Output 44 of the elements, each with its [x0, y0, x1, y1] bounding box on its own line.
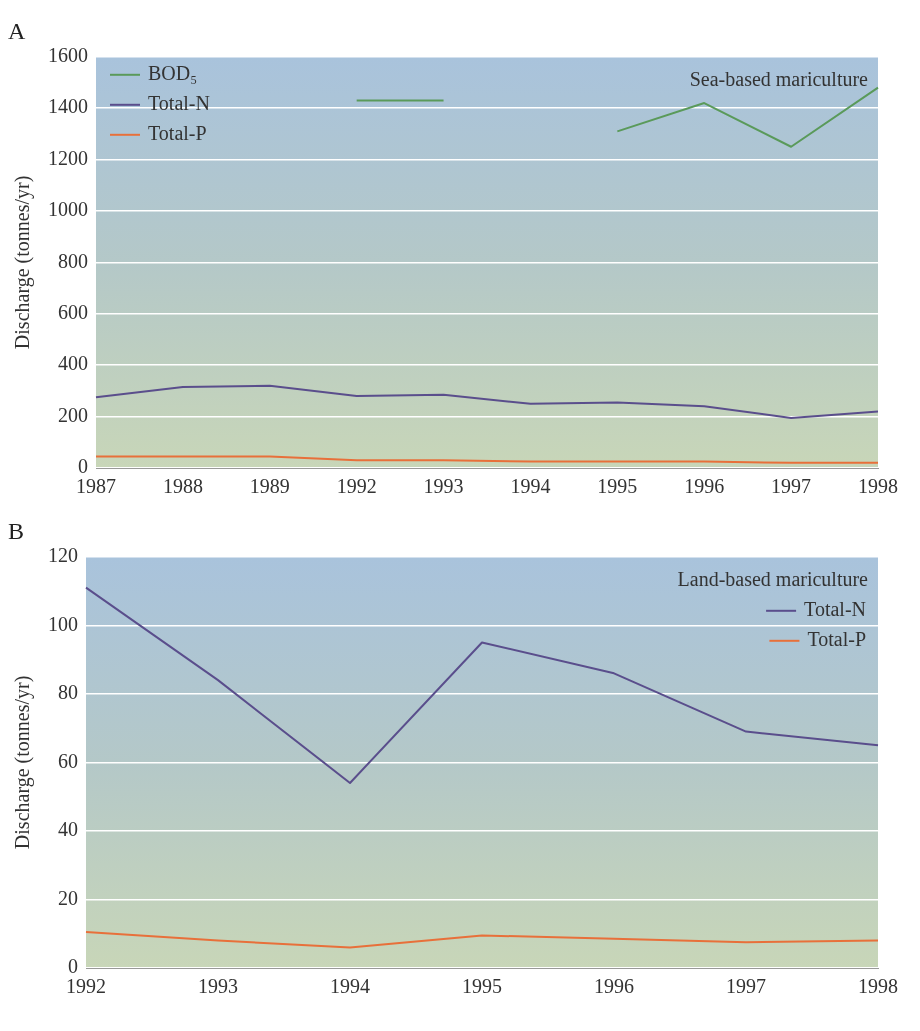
y-tick-label: 80 — [58, 681, 78, 704]
y-tick-label: 600 — [58, 301, 88, 324]
x-tick-label: 1995 — [462, 975, 502, 998]
x-tick-label: 1995 — [597, 475, 638, 498]
x-tick-label: 1989 — [249, 475, 290, 498]
x-tick-label: 1994 — [510, 475, 551, 498]
x-tick-label: 1994 — [330, 975, 370, 998]
y-tick-label: 20 — [58, 886, 78, 909]
annotation: Sea-based mariculture — [689, 68, 869, 91]
y-tick-label: 1000 — [48, 198, 88, 221]
y-tick-label: 1200 — [48, 146, 88, 169]
x-tick-label: 1992 — [336, 475, 377, 498]
y-tick-label: 200 — [58, 403, 88, 426]
x-tick-label: 1998 — [858, 975, 898, 998]
y-tick-label: 0 — [78, 455, 88, 478]
y-tick-label: 120 — [48, 544, 78, 567]
x-tick-label: 1992 — [66, 975, 106, 998]
annotation: Land-based mariculture — [677, 568, 869, 591]
y-tick-label: 800 — [58, 249, 88, 272]
y-tick-label: 400 — [58, 352, 88, 375]
x-tick-label: 1993 — [423, 475, 464, 498]
y-axis-title: Discharge (tonnes/yr) — [11, 675, 35, 850]
y-tick-label: 1400 — [48, 95, 88, 118]
legend-label: Total-P — [807, 628, 866, 651]
y-tick-label: 60 — [58, 749, 78, 772]
x-tick-label: 1987 — [76, 475, 116, 498]
y-tick-label: 1600 — [48, 44, 88, 67]
x-tick-label: 1997 — [771, 475, 812, 498]
x-tick-label: 1993 — [198, 975, 238, 998]
chart-title: A — [8, 17, 26, 44]
y-tick-label: 40 — [58, 818, 78, 841]
legend-label: Total-P — [148, 122, 207, 145]
x-tick-label: 1998 — [858, 475, 898, 498]
y-tick-label: 0 — [68, 955, 78, 978]
x-tick-label: 1996 — [594, 975, 634, 998]
legend-label: Total-N — [148, 92, 210, 115]
legend-label: Total-N — [804, 598, 867, 621]
x-tick-label: 1997 — [726, 975, 766, 998]
y-tick-label: 100 — [48, 612, 78, 635]
chart-title: B — [8, 517, 25, 544]
x-tick-label: 1988 — [162, 475, 203, 498]
legend-label: BOD₅ — [148, 62, 198, 85]
y-axis-title: Discharge (tonnes/yr) — [11, 175, 35, 350]
x-tick-label: 1996 — [684, 475, 725, 498]
